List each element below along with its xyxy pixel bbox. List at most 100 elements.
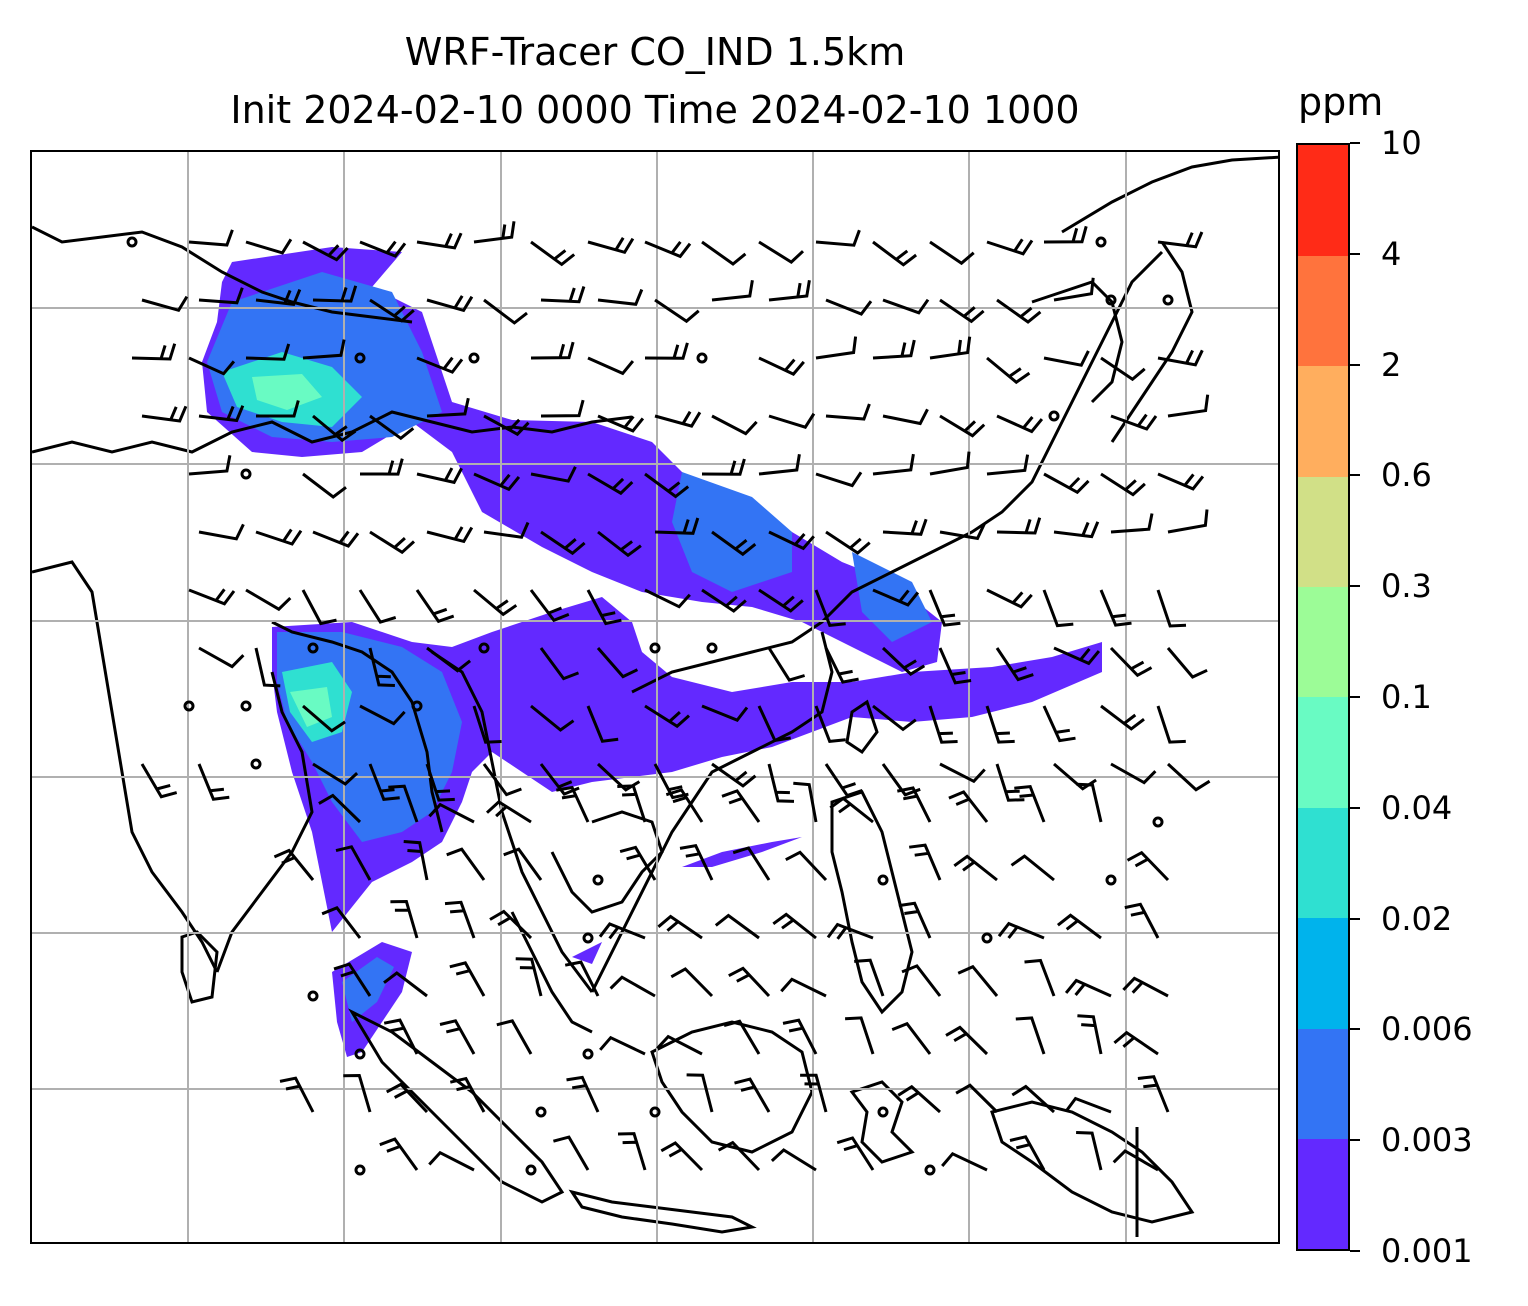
calm-marker (354, 1164, 366, 1176)
gridlines (32, 152, 1278, 1242)
wind-barb (483, 414, 530, 437)
calm-marker (924, 1164, 936, 1176)
wind-barb (530, 240, 576, 267)
calm-markers (126, 236, 1174, 1176)
wind-barb (767, 763, 795, 803)
wind-barb (768, 530, 815, 551)
wind-barb (415, 589, 455, 624)
wind-barb (599, 1035, 646, 1056)
wind-barb (1015, 1016, 1046, 1055)
wind-barb (131, 343, 177, 361)
calm-marker (1105, 294, 1117, 306)
colorbar-tick (1350, 142, 1360, 144)
wind-barb (644, 588, 691, 609)
wind-barb (1113, 1030, 1159, 1056)
wind-barb (929, 336, 972, 360)
wind-barb (939, 762, 986, 784)
wind-barb (985, 705, 1015, 744)
wind-barb (945, 1025, 989, 1056)
wind-barb (416, 232, 463, 250)
wind-barb (825, 530, 871, 555)
wind-barb (995, 763, 1025, 802)
wind-barb (359, 458, 404, 476)
wind-barb (654, 298, 700, 324)
wind-barb (587, 237, 635, 255)
wind-barb (597, 414, 645, 433)
wind-barb (1157, 349, 1204, 367)
calm-marker (126, 236, 138, 248)
calm-marker (877, 1106, 889, 1118)
wind-barb (957, 964, 999, 997)
calm-marker (411, 700, 423, 712)
wind-barb (670, 967, 714, 998)
plume-middle (272, 597, 1102, 932)
calm-marker (696, 352, 708, 364)
wind-barb (986, 356, 1031, 385)
wind-barb (768, 412, 816, 429)
wind-barb (1156, 589, 1187, 628)
wind-barb (369, 298, 415, 323)
wind-barb (1009, 1135, 1046, 1171)
calm-marker (250, 758, 262, 770)
wind-barb (245, 238, 293, 255)
wind-barb (587, 356, 635, 376)
calm-marker (649, 642, 661, 654)
wind-barb (425, 763, 455, 802)
wind-barb (996, 517, 1042, 535)
wind-barb (312, 414, 357, 443)
wind-barb (489, 909, 533, 940)
colorbar-tick (1350, 474, 1360, 477)
wind-barb (825, 298, 873, 316)
wind-barb (824, 647, 859, 684)
wind-barb (428, 802, 475, 824)
wind-barb (644, 472, 690, 499)
wind-barb (928, 589, 961, 627)
wind-barb (530, 466, 577, 483)
wind-barb (426, 397, 470, 418)
colorbar-tick-label: 0.6 (1381, 456, 1432, 495)
colorbar-tick (1350, 806, 1360, 809)
wind-barb (717, 1140, 761, 1172)
calm-marker (1048, 410, 1060, 422)
wind-barb (1042, 705, 1076, 743)
wind-barb (939, 523, 986, 541)
wind-barb (198, 287, 244, 305)
wind-barb (732, 846, 771, 881)
calm-marker (307, 642, 319, 654)
calm-marker (582, 1048, 594, 1060)
colorbar-tick-label: 0.3 (1381, 567, 1432, 606)
wind-barb (416, 356, 464, 374)
plume-north-core2 (252, 374, 322, 410)
wind-barb (1053, 521, 1100, 539)
wind-barb (368, 647, 395, 687)
calm-marker (354, 1048, 366, 1060)
colorbar-tick (1350, 1250, 1360, 1252)
wind-barb (254, 647, 281, 688)
wind-barb (198, 646, 245, 669)
wind-barb (872, 453, 915, 476)
wind-barb (597, 288, 644, 306)
colorbar-tick-label: 0.001 (1381, 1232, 1473, 1270)
wind-barb (598, 922, 646, 940)
wind-barb (758, 588, 804, 613)
wind-barb (302, 472, 347, 499)
colorbar-tick-label: 10 (1381, 124, 1422, 162)
coast-china-border (32, 225, 413, 324)
wind-barb (734, 1077, 771, 1113)
wind-barb (836, 1136, 875, 1171)
wind-barb (986, 588, 1033, 609)
wind-barb (882, 408, 929, 426)
wind-barb (368, 763, 400, 802)
wind-barb (714, 913, 760, 940)
colorbar-tick-label: 0.003 (1381, 1121, 1473, 1160)
wind-barb (782, 1018, 818, 1055)
wind-barb (891, 1021, 932, 1055)
wind-barb (882, 298, 930, 315)
colorbar-segment (1298, 917, 1348, 1029)
wind-barb (556, 785, 590, 823)
wind-barb (617, 1132, 647, 1171)
colorbar-tick (1350, 917, 1360, 920)
colorbar-segment (1298, 255, 1348, 367)
wind-barb (1053, 646, 1101, 666)
coast-india-west (32, 560, 219, 973)
